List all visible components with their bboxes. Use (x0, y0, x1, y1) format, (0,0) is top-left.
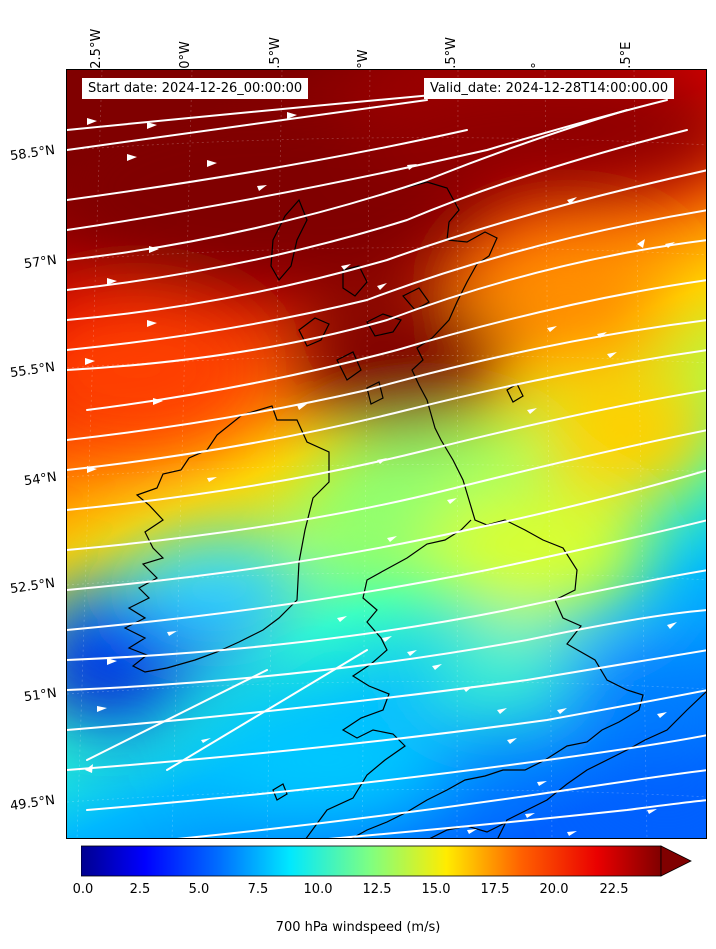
colorbar-tick: 5.0 (188, 882, 210, 897)
streamline-arrows (85, 112, 677, 836)
island-coast (272, 783, 288, 801)
lat-tick: 51°N (23, 685, 58, 706)
coastline (123, 181, 706, 838)
ireland-coast (123, 405, 330, 673)
colorbar-label: 700 hPa windspeed (m/s) (275, 920, 441, 935)
england-south-coast (305, 519, 472, 838)
streamlines (67, 89, 706, 838)
start-date-label: Start date: 2024-12-26_00:00:00 (82, 78, 309, 99)
island-coast (270, 198, 308, 282)
france-coast (497, 691, 706, 838)
colorbar-tick: 15.0 (421, 882, 451, 897)
windspeed-map (67, 70, 706, 838)
lat-tick: 55.5°N (9, 359, 56, 382)
island-coast (366, 381, 384, 405)
colorbar (81, 845, 692, 877)
colorbar-tick: 22.5 (599, 882, 629, 897)
colorbar-tick: 2.5 (129, 882, 151, 897)
map-panel (66, 69, 707, 839)
lat-tick: 52.5°N (9, 575, 56, 598)
colorbar-tick: 12.5 (362, 882, 392, 897)
island-coast (336, 351, 362, 381)
lat-tick: 49.5°N (9, 792, 56, 815)
colorbar-tick: 0.0 (72, 882, 94, 897)
colorbar-tick: 10.0 (303, 882, 333, 897)
lat-tick: 57°N (23, 252, 58, 273)
colorbar-tick: 20.0 (539, 882, 569, 897)
lat-tick: 54°N (23, 469, 58, 490)
lat-tick: 58.5°N (9, 142, 56, 165)
colorbar-gradient (81, 845, 662, 877)
colorbar-extend-arrow (660, 845, 692, 877)
island-coast (342, 265, 368, 297)
island-coast (402, 287, 430, 311)
island-coast (298, 317, 330, 347)
valid-date-label: Valid_date: 2024-12-28T14:00:00.00 (424, 78, 675, 99)
colorbar-tick: 17.5 (480, 882, 510, 897)
island-coast (366, 313, 402, 337)
great-britain-coast (351, 181, 644, 838)
colorbar-tick: 7.5 (247, 882, 269, 897)
